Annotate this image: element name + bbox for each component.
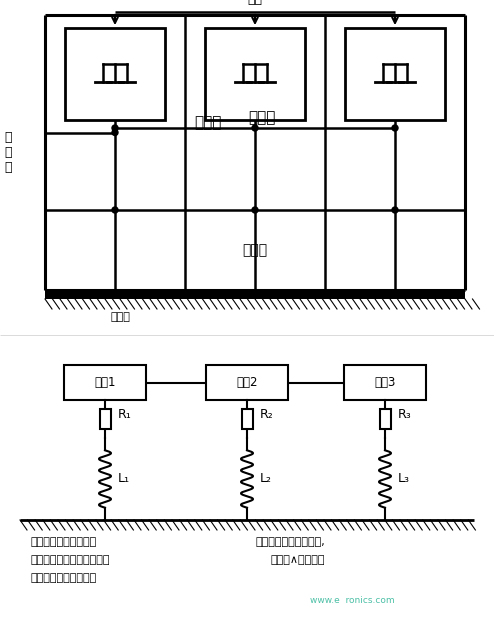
Circle shape xyxy=(392,125,398,131)
Bar xyxy=(99,409,111,429)
Text: www.e  ronics.com: www.e ronics.com xyxy=(310,596,395,605)
Text: 避免公∧。扯擦亦: 避免公∧。扯擦亦 xyxy=(270,555,325,565)
Text: 镀银（减小表面电阻）: 镀银（减小表面电阻） xyxy=(30,537,96,547)
Text: 电路1: 电路1 xyxy=(94,376,116,389)
Circle shape xyxy=(112,125,118,131)
Text: 设备地: 设备地 xyxy=(243,243,268,257)
Bar xyxy=(344,365,426,400)
Bar xyxy=(45,290,465,299)
Bar xyxy=(205,28,305,120)
Text: R₃: R₃ xyxy=(398,408,412,421)
Circle shape xyxy=(112,130,118,136)
Text: R₁: R₁ xyxy=(118,408,132,421)
Text: L₂: L₂ xyxy=(260,473,272,486)
Bar xyxy=(206,365,288,400)
Bar xyxy=(345,28,445,120)
Text: 地线阻抗一定保持很小,: 地线阻抗一定保持很小, xyxy=(255,537,325,547)
Text: 设备大: 设备大 xyxy=(110,312,130,322)
Text: 信号地: 信号地 xyxy=(248,110,276,125)
Bar xyxy=(379,409,390,429)
Text: 电路3: 电路3 xyxy=(374,376,396,389)
Text: 安
全
地: 安 全 地 xyxy=(4,131,12,174)
Text: 电路2: 电路2 xyxy=(236,376,258,389)
Circle shape xyxy=(392,207,398,213)
Text: 设备: 设备 xyxy=(247,0,262,6)
Text: L₁: L₁ xyxy=(118,473,130,486)
Text: 宽金属板（减小电感）: 宽金属板（减小电感） xyxy=(30,573,96,583)
Bar xyxy=(242,409,252,429)
Text: L₃: L₃ xyxy=(398,473,410,486)
Text: 信号地: 信号地 xyxy=(194,115,221,130)
Circle shape xyxy=(252,125,258,131)
Text: 良好搭接（减小地线阻抗）: 良好搭接（减小地线阻抗） xyxy=(30,555,110,565)
Text: R₂: R₂ xyxy=(260,408,274,421)
Circle shape xyxy=(252,207,258,213)
Bar xyxy=(64,365,146,400)
Bar xyxy=(65,28,165,120)
Circle shape xyxy=(112,207,118,213)
